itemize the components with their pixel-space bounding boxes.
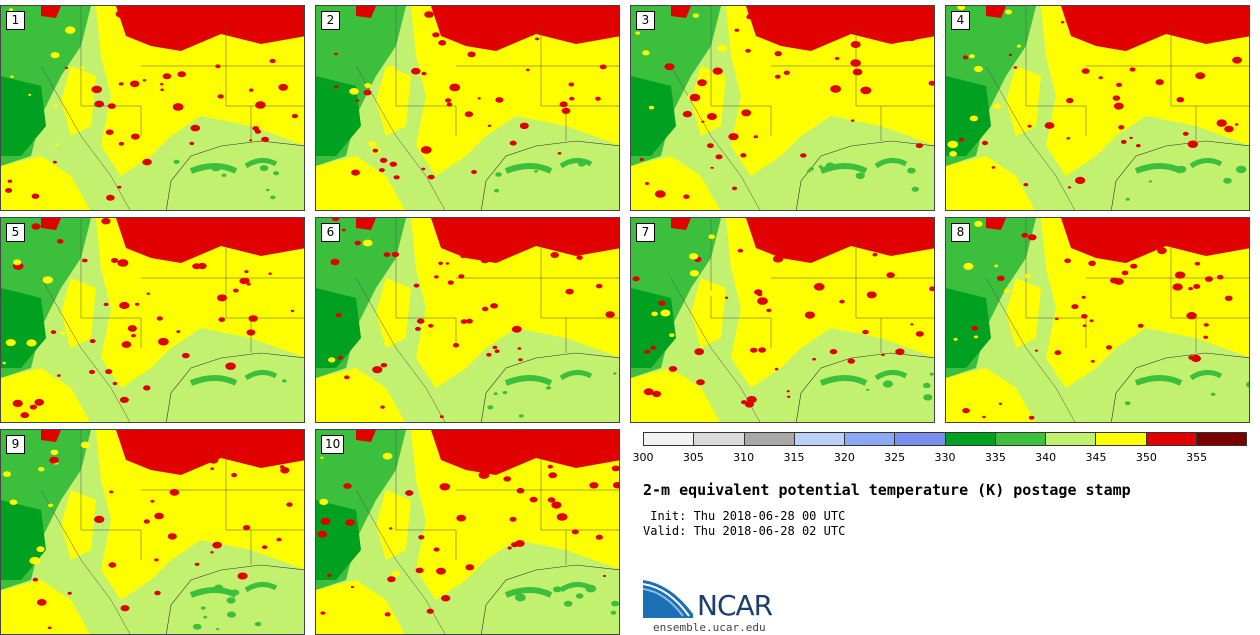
site-url: ensemble.ucar.edu [653, 621, 766, 634]
colorbar-swatch [895, 433, 946, 445]
temperature-map [316, 6, 619, 210]
postage-stamp-panel: 5 [0, 217, 305, 423]
colorbar-tick-label: 310 [733, 451, 755, 464]
postage-stamp-panel: 7 [630, 217, 935, 423]
colorbar-swatch [995, 433, 1046, 445]
colorbar-tick-label: 330 [934, 451, 956, 464]
colorbar-tick-label: 345 [1085, 451, 1107, 464]
temperature-map [1, 430, 304, 634]
colorbar-swatch [1096, 433, 1147, 445]
member-number-label: 6 [321, 223, 340, 242]
member-number-label: 4 [951, 11, 970, 30]
colorbar-tick-label: 355 [1186, 451, 1208, 464]
colorbar [643, 432, 1247, 446]
colorbar-tick-label: 315 [783, 451, 805, 464]
temperature-map [316, 218, 619, 422]
colorbar-swatch [1046, 433, 1097, 445]
postage-stamp-panel: 1 [0, 5, 305, 211]
colorbar-swatch [794, 433, 845, 445]
colorbar-tick-label: 350 [1135, 451, 1157, 464]
postage-stamp-panel: 8 [945, 217, 1250, 423]
temperature-map [631, 6, 934, 210]
logo-text: NCAR [697, 589, 773, 622]
colorbar-swatch [1196, 433, 1246, 445]
colorbar-swatch [1146, 433, 1197, 445]
colorbar-tick-label: 325 [884, 451, 906, 464]
postage-stamp-panel: 2 [315, 5, 620, 211]
colorbar-tick-label: 335 [984, 451, 1006, 464]
temperature-map [631, 218, 934, 422]
colorbar-swatch [845, 433, 896, 445]
postage-stamp-panel: 6 [315, 217, 620, 423]
member-number-label: 8 [951, 223, 970, 242]
colorbar-swatch [744, 433, 795, 445]
member-number-label: 9 [6, 435, 25, 454]
postage-stamp-panel: 9 [0, 429, 305, 635]
postage-stamp-panel: 3 [630, 5, 935, 211]
postage-stamp-panel: 4 [945, 5, 1250, 211]
colorbar-tick-label: 305 [682, 451, 704, 464]
temperature-map [1, 6, 304, 210]
colorbar-tick-label: 340 [1035, 451, 1057, 464]
member-number-label: 5 [6, 223, 25, 242]
member-number-label: 7 [636, 223, 655, 242]
colorbar-tick-label: 300 [632, 451, 654, 464]
colorbar-swatch [644, 433, 695, 445]
member-number-label: 2 [321, 11, 340, 30]
colorbar-swatch [945, 433, 996, 445]
plot-title: 2-m equivalent potential temperature (K)… [643, 481, 1131, 499]
member-number-label: 1 [6, 11, 25, 30]
valid-time: Valid: Thu 2018-06-28 02 UTC [643, 524, 846, 538]
temperature-map [1, 218, 304, 422]
temperature-map [316, 430, 619, 634]
ncar-logo-icon [643, 580, 693, 618]
temperature-map [946, 6, 1249, 210]
member-number-label: 10 [321, 435, 345, 454]
postage-stamp-panel: 10 [315, 429, 620, 635]
temperature-map [946, 218, 1249, 422]
colorbar-swatch [694, 433, 745, 445]
colorbar-tick-label: 320 [833, 451, 855, 464]
init-time: Init: Thu 2018-06-28 00 UTC [643, 509, 846, 523]
member-number-label: 3 [636, 11, 655, 30]
